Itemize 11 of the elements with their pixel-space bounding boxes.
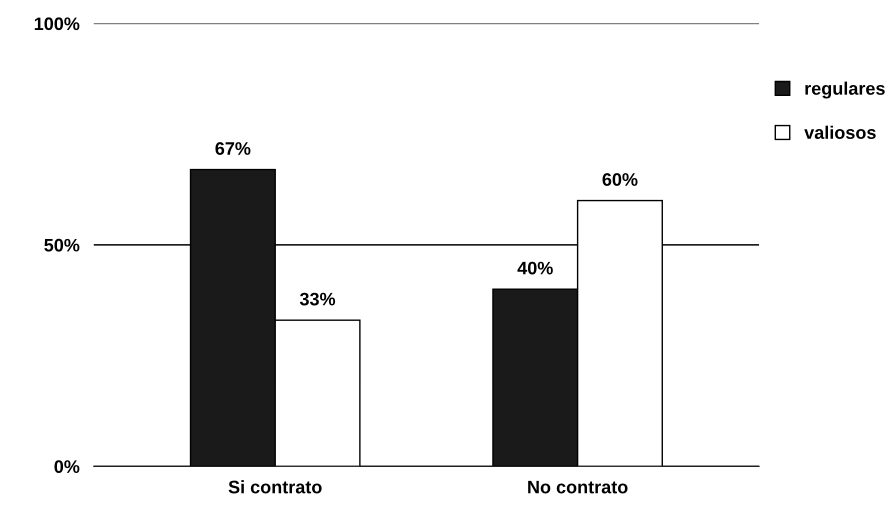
y-tick-label: 0% [54,460,80,474]
y-tick-label: 100% [34,17,80,30]
data-label: 67% [215,142,250,155]
legend-label: regulares [805,82,885,99]
data-label: 33% [300,292,336,306]
x-tick-label: Si contrato [228,480,322,494]
data-label: 60% [602,173,638,186]
y-tick-label: 50% [44,238,80,252]
x-tick-label: No contrato [528,480,628,494]
legend-label: valiosos [804,126,876,139]
data-label: 40% [517,262,553,274]
